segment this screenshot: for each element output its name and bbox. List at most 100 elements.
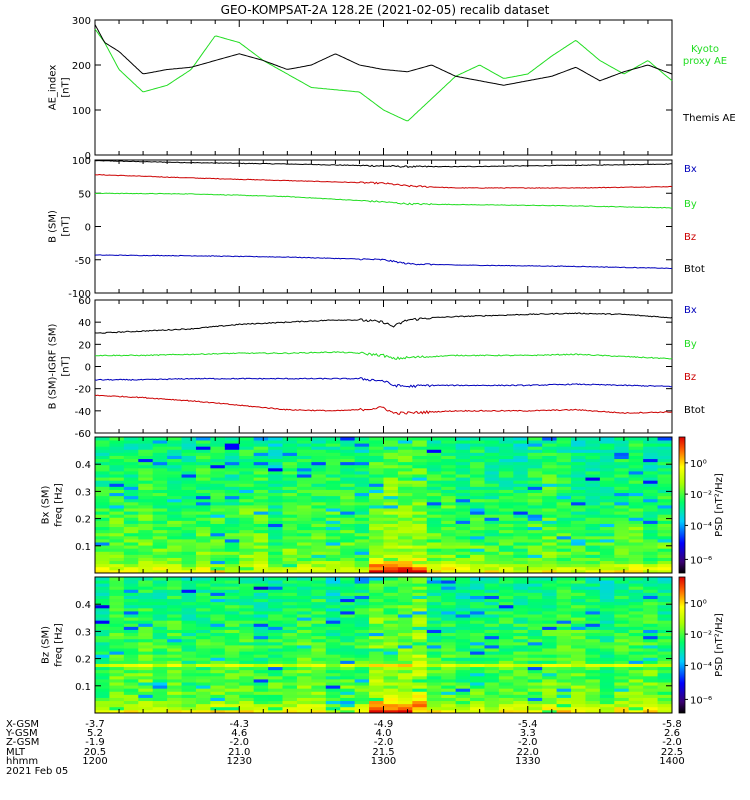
spectrogram-cell (527, 563, 543, 568)
spectrogram-cell (354, 480, 370, 484)
spectrogram-cell (123, 474, 139, 478)
spectrogram-cell (167, 471, 182, 475)
spectrogram-cell (340, 517, 356, 521)
spectrogram-cell (657, 645, 673, 649)
spectrogram-cell (470, 703, 485, 708)
orbit-value: -2.0 (229, 737, 249, 748)
spectrogram-cell (138, 449, 154, 453)
spectrogram-cell (138, 685, 154, 689)
spectrogram-cell (325, 580, 341, 584)
spectrogram-cell (340, 535, 356, 540)
spectrogram-cell (455, 517, 471, 521)
spectrogram-cell (268, 542, 283, 546)
spectrogram-cell (455, 657, 471, 661)
spectrogram-cell (484, 477, 500, 481)
spectrogram-cell (152, 626, 168, 630)
spectrogram-cell (195, 577, 211, 581)
spectrogram-cell (138, 583, 154, 587)
spectrogram-cell (455, 638, 471, 643)
spectrogram-cell (585, 623, 601, 627)
spectrogram-cell (484, 542, 500, 546)
spectrogram-cell (441, 679, 457, 683)
spectrogram-cell (195, 545, 211, 549)
spectrogram-cell (484, 679, 500, 683)
spectrogram-cell (397, 461, 413, 466)
spectrogram-cell (498, 617, 514, 621)
spectrogram-cell (268, 471, 283, 475)
spectrogram-cell (412, 526, 428, 531)
spectrogram-cell (311, 666, 327, 671)
spectrogram-cell (138, 514, 154, 518)
spectrogram-cell (571, 569, 586, 574)
spectrogram-cell (527, 583, 543, 587)
spectrogram-cell (369, 580, 384, 584)
spectrogram-cell (152, 688, 168, 692)
orbit-value: 4.0 (376, 728, 392, 739)
spectrogram-cell (412, 580, 428, 584)
spectrogram-cell (585, 660, 601, 664)
spectrogram-cell (599, 657, 615, 661)
spectrogram-cell (484, 682, 500, 686)
spectrogram-cell (643, 657, 658, 661)
spectrogram-cell (325, 638, 341, 643)
spectrogram-cell (383, 577, 399, 581)
spectrogram-cell (542, 526, 557, 531)
spectrogram-cell (123, 569, 139, 574)
spectrogram-cell (253, 607, 269, 612)
spectrogram-cell (95, 709, 110, 714)
spectrogram-cell (109, 586, 125, 590)
spectrogram-cell (455, 577, 471, 581)
spectrogram-cell (599, 589, 615, 593)
spectrogram-cell (455, 663, 471, 668)
spectrogram-cell (268, 440, 283, 444)
spectrogram-cell (426, 523, 442, 528)
spectrogram-cell (383, 474, 399, 478)
spectrogram-cell (455, 651, 471, 655)
spectrogram-cell (455, 440, 471, 444)
spectrogram-cell (614, 604, 630, 609)
spectrogram-cell (95, 523, 110, 528)
spectrogram-cell (542, 617, 557, 621)
spectrogram-cell (498, 446, 514, 450)
spectrogram-cell (95, 529, 110, 534)
spectrogram-cell (296, 480, 312, 484)
spectrogram-cell (253, 614, 269, 618)
spectrogram-cell (397, 545, 413, 549)
legend-by: By (684, 199, 697, 210)
spectrogram-cell (571, 635, 586, 640)
spectrogram-cell (340, 607, 356, 612)
spectrogram-cell (340, 569, 356, 574)
spectrogram-cell (527, 508, 543, 512)
spectrogram-cell (210, 586, 226, 590)
spectrogram-cell (138, 638, 154, 643)
spectrogram-cell (95, 535, 110, 540)
spectrogram-cell (599, 682, 615, 686)
spectrogram-cell (311, 548, 327, 552)
spectrogram-cell (441, 709, 457, 714)
spectrogram-cell (426, 586, 442, 590)
spectrogram-cell (470, 691, 485, 695)
spectrogram-cell (369, 464, 384, 469)
spectrogram-cell (95, 641, 110, 646)
spectrogram-cell (542, 529, 557, 534)
spectrogram-cell (599, 501, 615, 506)
spectrogram-cell (138, 675, 154, 680)
spectrogram-cell (412, 598, 428, 603)
spectrogram-cell (369, 440, 384, 444)
spectrogram-cell (470, 682, 485, 686)
spectrogram-cell (224, 598, 240, 603)
spectrogram-cell (383, 464, 399, 469)
spectrogram-cell (95, 598, 110, 603)
spectrogram-cell (455, 545, 471, 549)
spectrogram-cell (152, 548, 168, 552)
spectrogram-cell (138, 566, 154, 571)
spectrogram-cell (513, 706, 529, 711)
spectrogram-cell (210, 663, 226, 668)
spectrogram-cell (239, 589, 255, 593)
orbit-value: -1.9 (85, 737, 105, 748)
spectrogram-cell (571, 675, 586, 680)
spectrogram-cell (470, 501, 485, 506)
spectrogram-cell (95, 517, 110, 521)
spectrogram-cell (556, 471, 572, 475)
spectrogram-cell (152, 458, 168, 463)
